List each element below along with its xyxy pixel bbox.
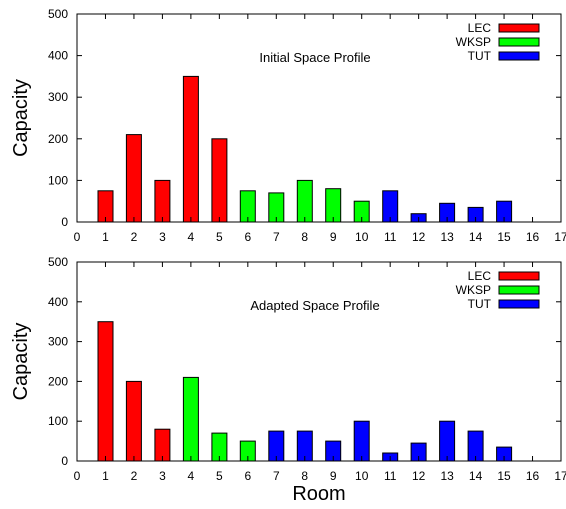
panel-bottom-ytick-label-300: 300 [48, 335, 68, 349]
panel-bottom-ytick-label-400: 400 [48, 295, 68, 309]
panel-top-xtick-label-11: 11 [384, 230, 397, 244]
panel-bottom-legend-swatch-lec [498, 271, 540, 281]
panel-top-bar-lec-room-4 [182, 75, 199, 223]
panel-bottom-ytick-label-500: 500 [48, 255, 68, 269]
xlabel: Room [292, 483, 345, 504]
panel-bottom-ytick-label-200: 200 [48, 374, 68, 388]
panel-bottom-xtick-label-11: 11 [384, 469, 397, 483]
panel-top-bar-lec-room-5 [211, 138, 228, 223]
panel-top-ylabel: Capacity [10, 79, 32, 157]
panel-bottom-legend-swatch-tut [498, 299, 540, 309]
panel-bottom-xtick-label-10: 10 [355, 469, 369, 483]
panel-bottom-xtick-label-0: 0 [74, 469, 81, 483]
panel-bottom-xtick-label-4: 4 [188, 469, 195, 483]
panel-top-xtick-label-16: 16 [526, 230, 540, 244]
panel-top-legend-swatch-lec [498, 23, 540, 33]
panel-top-xtick-label-13: 13 [440, 230, 454, 244]
panel-top-xtick-label-17: 17 [554, 230, 566, 244]
panel-bottom-xtick-label-13: 13 [440, 469, 454, 483]
panel-top-xtick-label-14: 14 [469, 230, 483, 244]
panel-top-ytick-label-100: 100 [48, 173, 68, 187]
panel-top-xtick-label-4: 4 [188, 230, 195, 244]
panel-top-xtick-label-0: 0 [74, 230, 81, 244]
panel-top-xtick-label-9: 9 [330, 230, 337, 244]
panel-bottom-xtick-label-15: 15 [497, 469, 511, 483]
panel-top-xtick-label-15: 15 [497, 230, 511, 244]
panel-bottom-xtick-label-14: 14 [469, 469, 483, 483]
panel-bottom-xtick-label-1: 1 [102, 469, 109, 483]
panel-bottom-legend-label-lec: LEC [468, 269, 492, 283]
panel-top-legend-label-wksp: WKSP [456, 35, 491, 49]
panel-top-xtick-label-5: 5 [216, 230, 223, 244]
panel-bottom-legend-label-tut: TUT [468, 297, 492, 311]
panel-top-xtick-label-2: 2 [131, 230, 138, 244]
panel-bottom-xtick-label-2: 2 [131, 469, 138, 483]
panel-bottom-frame [76, 261, 562, 462]
panel-top-xtick-label-7: 7 [273, 230, 280, 244]
panel-top-legend-label-tut: TUT [468, 49, 492, 63]
panel-bottom-ytick-label-100: 100 [48, 414, 68, 428]
panel-top-ytick-label-400: 400 [48, 49, 68, 63]
panel-bottom-xtick-label-12: 12 [412, 469, 426, 483]
panel-bottom-xtick-label-6: 6 [244, 469, 251, 483]
panel-top-xtick-label-8: 8 [301, 230, 308, 244]
panel-bottom-bar-tut-room-13 [439, 420, 456, 462]
panel-top-bar-lec-room-2 [125, 134, 142, 223]
panel-bottom-bar-wksp-room-4 [182, 376, 199, 462]
panel-bottom-xtick-label-3: 3 [159, 469, 166, 483]
panel-top-bar-wksp-room-8 [296, 179, 313, 223]
panel-top-ytick-label-500: 500 [48, 7, 68, 21]
panel-top-xtick-label-12: 12 [412, 230, 426, 244]
panel-top-xtick-label-1: 1 [102, 230, 109, 244]
panel-bottom-bar-tut-room-10 [353, 420, 370, 462]
panel-top-xtick-label-3: 3 [159, 230, 166, 244]
panel-top-frame [76, 13, 562, 223]
panel-top-ytick-label-200: 200 [48, 132, 68, 146]
panel-bottom-xtick-label-16: 16 [526, 469, 540, 483]
panel-bottom-xtick-label-5: 5 [216, 469, 223, 483]
panel-top-annotation: Initial Space Profile [259, 50, 370, 65]
panel-top-xtick-label-10: 10 [355, 230, 369, 244]
panel-bottom-bar-lec-room-2 [125, 380, 142, 462]
panel-bottom-ytick-label-0: 0 [61, 454, 68, 468]
panel-bottom-xtick-label-8: 8 [301, 469, 308, 483]
panel-bottom-xtick-label-7: 7 [273, 469, 280, 483]
panel-bottom-legend-label-wksp: WKSP [456, 283, 491, 297]
panel-top-legend-swatch-wksp [498, 37, 540, 47]
panel-top-xtick-label-6: 6 [244, 230, 251, 244]
panel-top-legend-label-lec: LEC [468, 21, 492, 35]
panel-bottom-ylabel: Capacity [10, 323, 32, 401]
panel-bottom-xtick-label-9: 9 [330, 469, 337, 483]
panel-top-ytick-label-0: 0 [61, 215, 68, 229]
panel-top-legend-swatch-tut [498, 51, 540, 61]
panel-bottom-annotation: Adapted Space Profile [250, 298, 379, 313]
panel-bottom-xtick-label-17: 17 [554, 469, 566, 483]
panel-top-bar-lec-room-3 [154, 179, 171, 223]
panel-bottom-bar-lec-room-1 [97, 321, 114, 462]
panel-bottom-legend-swatch-wksp [498, 285, 540, 295]
panel-top-ytick-label-300: 300 [48, 90, 68, 104]
